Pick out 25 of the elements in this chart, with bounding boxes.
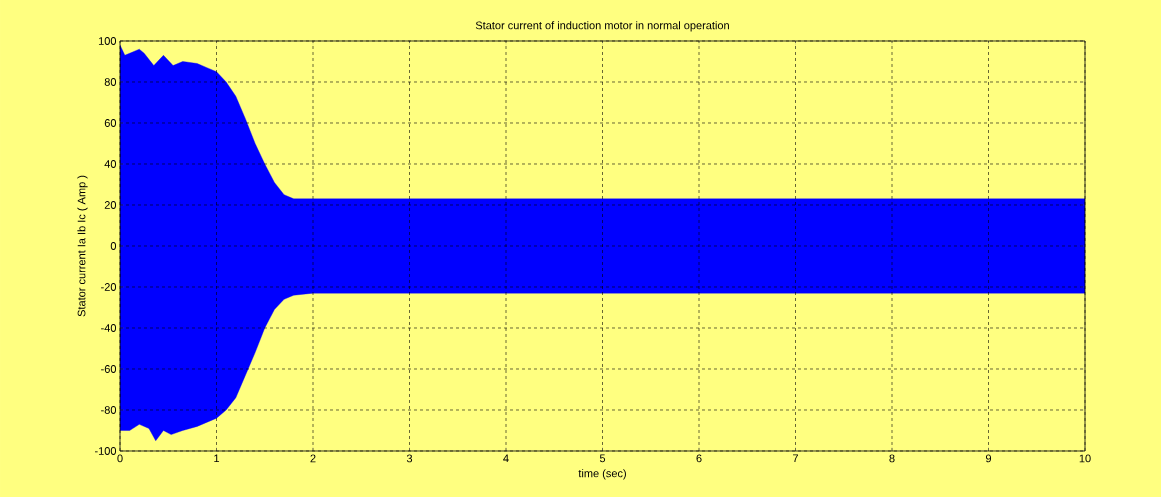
y-tick-label: 40 [104,160,117,168]
x-tick-label: 4 [503,454,509,463]
y-tick-label: -40 [101,324,117,332]
y-tick-label: 100 [98,37,117,45]
y-tick-label: -20 [101,283,117,291]
chart-title: Stator current of induction motor in normal operation [475,21,729,32]
x-tick-label: 6 [696,454,702,463]
y-tick-label: -80 [101,406,117,414]
x-tick-label: 9 [985,454,992,463]
y-tick-label: 60 [104,119,117,127]
y-tick-label: -100 [94,447,117,455]
y-axis-title: Stator current Ia Ib Ic ( Amp ) [77,175,88,317]
x-axis-title: time (sec) [578,469,626,480]
x-tick-label: 5 [599,454,606,463]
y-tick-label: 0 [110,242,117,250]
y-tick-label: 80 [104,78,117,86]
x-tick-label: 0 [117,454,123,463]
x-tick-label: 3 [406,454,413,463]
x-tick-label: 8 [889,454,895,463]
y-tick-label: 20 [104,201,117,209]
x-tick-label: 7 [793,454,799,463]
x-tick-label: 10 [1079,454,1091,463]
x-tick-label: 1 [214,454,220,463]
x-tick-label: 2 [310,454,316,463]
y-tick-label: -60 [101,365,117,373]
